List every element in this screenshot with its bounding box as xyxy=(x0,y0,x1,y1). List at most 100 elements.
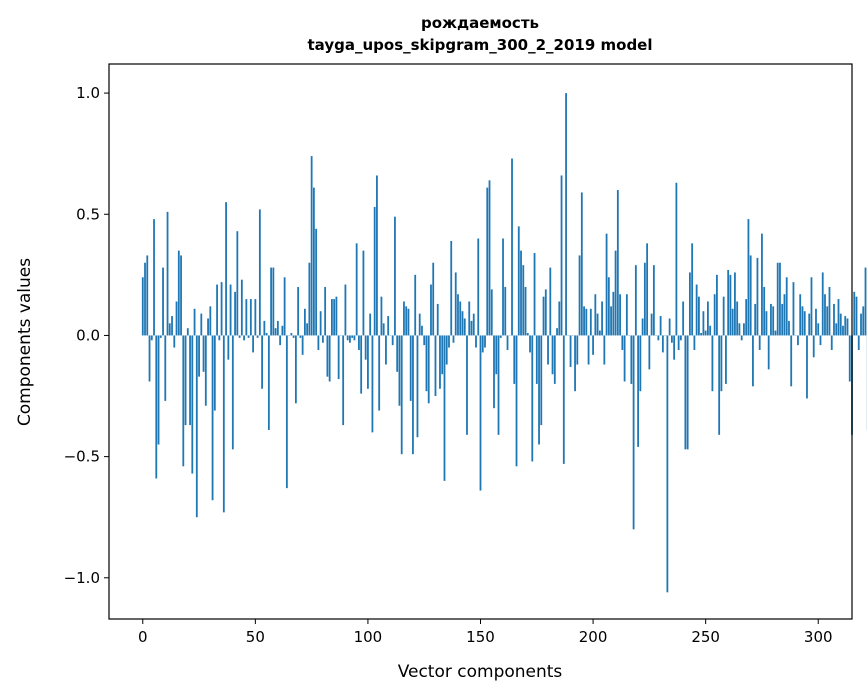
bar-39 xyxy=(229,284,232,336)
bar-251 xyxy=(707,301,709,336)
bar-78 xyxy=(317,335,320,350)
bar-131 xyxy=(436,303,439,336)
x-axis-label: Vector components xyxy=(398,662,563,682)
bar-95 xyxy=(355,243,358,336)
bar-275 xyxy=(761,233,763,336)
chart-subtitle: tayga_upos_skipgram_300_2_2019 model xyxy=(308,36,653,54)
bar-154 xyxy=(488,180,491,336)
bar-300 xyxy=(817,323,820,336)
bar-63 xyxy=(283,277,286,336)
bar-221 xyxy=(639,335,642,392)
bar-162 xyxy=(506,335,509,350)
bar-119 xyxy=(409,335,412,401)
bar-289 xyxy=(792,282,795,336)
bar-202 xyxy=(596,313,599,336)
bar-47 xyxy=(247,335,250,338)
bar-147 xyxy=(472,313,475,336)
bar-219 xyxy=(634,265,637,336)
bar-249 xyxy=(702,311,705,336)
bar-276 xyxy=(763,286,766,336)
bar-305 xyxy=(828,286,831,336)
bar-120 xyxy=(412,335,414,455)
bar-316 xyxy=(853,291,856,336)
bar-201 xyxy=(594,294,597,336)
bar-30 xyxy=(209,306,212,336)
bar-263 xyxy=(734,272,736,336)
bar-240 xyxy=(682,301,685,336)
x-tick-label: 200 xyxy=(579,628,608,646)
bar-212 xyxy=(619,294,621,336)
bar-54 xyxy=(263,320,266,336)
bar-89 xyxy=(342,335,345,426)
bar-150 xyxy=(479,335,482,491)
bar-187 xyxy=(562,335,565,464)
bar-186 xyxy=(560,175,563,336)
bars-group xyxy=(141,93,867,593)
bar-1 xyxy=(144,262,146,336)
bar-175 xyxy=(535,335,538,384)
bar-230 xyxy=(659,316,662,336)
bar-292 xyxy=(799,294,802,336)
bar-80 xyxy=(321,335,324,343)
bar-215 xyxy=(625,294,628,336)
bar-114 xyxy=(398,335,401,406)
bar-27 xyxy=(202,335,205,372)
bar-38 xyxy=(227,335,230,360)
bar-61 xyxy=(279,335,282,346)
bar-124 xyxy=(421,325,423,336)
bar-49 xyxy=(252,335,254,353)
bar-96 xyxy=(358,335,360,350)
bar-239 xyxy=(679,335,682,341)
bar-139 xyxy=(454,272,457,336)
bar-101 xyxy=(369,313,372,336)
bar-117 xyxy=(405,306,408,336)
bar-196 xyxy=(583,306,585,336)
bar-237 xyxy=(675,182,678,336)
bar-293 xyxy=(801,306,804,336)
bar-142 xyxy=(461,311,464,336)
bar-164 xyxy=(511,158,513,336)
x-tick-label: 0 xyxy=(138,628,148,646)
bar-235 xyxy=(670,335,673,343)
bar-76 xyxy=(312,187,315,336)
bar-294 xyxy=(803,311,806,336)
bar-46 xyxy=(245,299,248,336)
bar-170 xyxy=(524,286,527,336)
bar-151 xyxy=(481,335,484,353)
bar-234 xyxy=(668,318,671,336)
bar-127 xyxy=(427,335,430,404)
bar-224 xyxy=(646,243,649,336)
bar-280 xyxy=(772,306,775,336)
bar-58 xyxy=(272,267,275,336)
bar-160 xyxy=(502,238,504,336)
bar-106 xyxy=(380,296,383,336)
bar-318 xyxy=(857,335,860,350)
bar-320 xyxy=(862,306,865,336)
bar-204 xyxy=(601,301,603,336)
bar-180 xyxy=(547,335,549,365)
bar-140 xyxy=(457,294,459,336)
bar-79 xyxy=(319,311,322,336)
bar-108 xyxy=(385,335,387,365)
bar-57 xyxy=(270,267,273,336)
bar-41 xyxy=(234,291,236,336)
bar-301 xyxy=(819,335,822,346)
bar-278 xyxy=(767,335,770,370)
bar-259 xyxy=(725,335,727,384)
bar-141 xyxy=(459,301,462,336)
bar-298 xyxy=(812,335,815,358)
bar-33 xyxy=(216,284,218,336)
bar-174 xyxy=(533,253,536,336)
bar-62 xyxy=(281,325,284,336)
bar-198 xyxy=(587,335,590,365)
bar-220 xyxy=(637,335,640,447)
bar-144 xyxy=(466,335,468,435)
bar-209 xyxy=(612,291,615,336)
bar-302 xyxy=(821,272,824,336)
bar-195 xyxy=(580,192,583,336)
bar-284 xyxy=(781,303,784,336)
bar-304 xyxy=(826,306,829,336)
bar-248 xyxy=(700,333,703,336)
bar-0 xyxy=(141,277,144,336)
